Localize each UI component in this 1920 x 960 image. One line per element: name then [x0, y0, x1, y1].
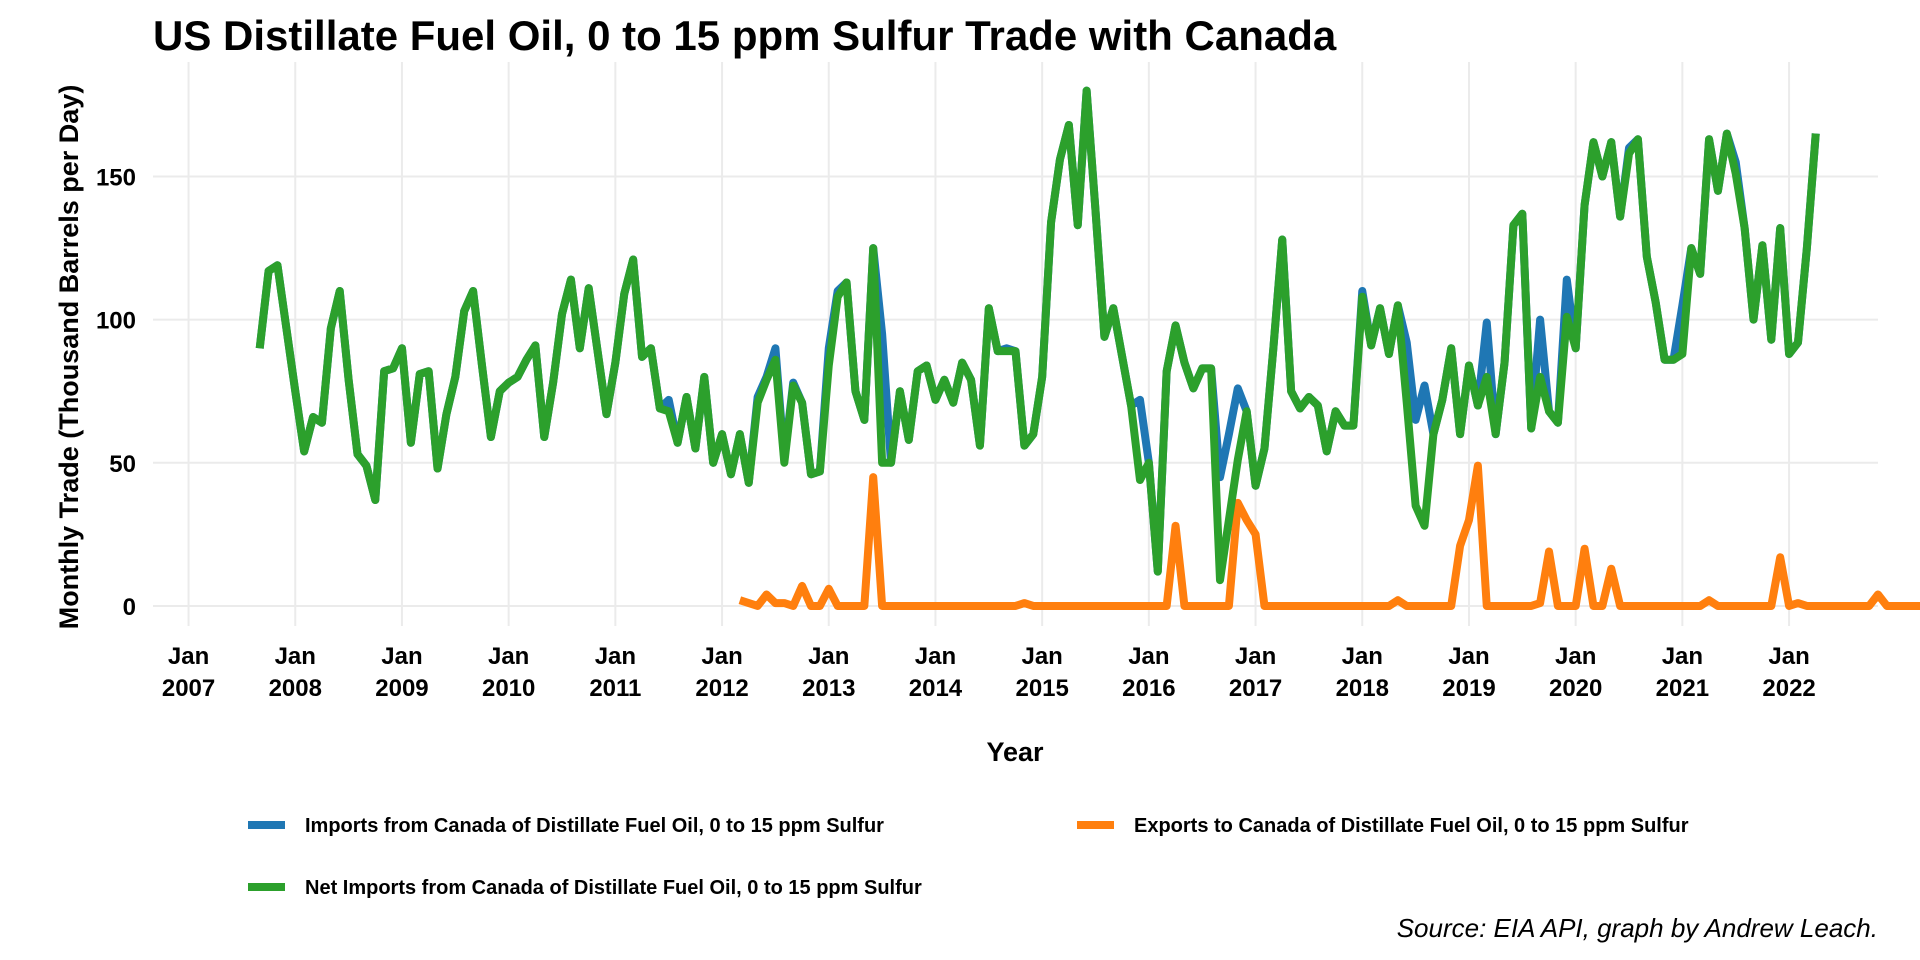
y-axis-title: Monthly Trade (Thousand Barrels per Day) — [54, 85, 84, 630]
plot-lines — [255, 86, 1920, 610]
gridlines — [153, 62, 1878, 626]
x-tick-label: Jan 2013 — [802, 643, 855, 702]
x-tick-label: Jan 2021 — [1656, 643, 1709, 702]
x-tick-label: Jan 2015 — [1015, 643, 1068, 702]
x-tick-label: Jan 2020 — [1549, 643, 1602, 702]
series-line-1 — [255, 86, 1820, 576]
x-axis-ticks: Jan 2007 Jan 2008 Jan 2009 Jan 2010 Jan 2011 Jan 20… — [162, 643, 1816, 702]
x-tick-label: Jan 2019 — [1442, 643, 1495, 702]
x-tick-label: Jan 2012 — [695, 643, 748, 702]
x-tick-label: Jan 2022 — [1762, 643, 1815, 702]
y-tick-label: 100 — [96, 308, 136, 335]
x-tick-label: Jan 2014 — [909, 643, 963, 702]
x-tick-label: Jan 2008 — [269, 643, 322, 702]
y-axis-ticks: 0 50 100 150 — [96, 165, 136, 621]
source-caption: Source: EIA API, graph by Andrew Leach. — [1397, 913, 1878, 943]
x-axis-title: Year — [986, 737, 1044, 767]
y-tick-label: 0 — [123, 594, 136, 621]
legend: Imports from Canada of Distillate Fuel O… — [248, 815, 1689, 899]
x-tick-label: Jan 2007 — [162, 643, 215, 702]
x-tick-label: Jan 2017 — [1229, 643, 1282, 702]
y-tick-label: 150 — [96, 165, 136, 192]
x-tick-label: Jan 2010 — [482, 643, 535, 702]
series-line-3 — [255, 86, 1820, 585]
series-line-2 — [738, 461, 1920, 610]
x-tick-label: Jan 2016 — [1122, 643, 1175, 702]
y-tick-label: 50 — [109, 451, 136, 478]
chart-title: US Distillate Fuel Oil, 0 to 15 ppm Sulf… — [153, 12, 1337, 59]
legend-label: Imports from Canada of Distillate Fuel O… — [305, 815, 884, 837]
legend-label: Exports to Canada of Distillate Fuel Oil… — [1134, 815, 1689, 837]
x-tick-label: Jan 2009 — [375, 643, 428, 702]
x-tick-label: Jan 2018 — [1336, 643, 1389, 702]
x-tick-label: Jan 2011 — [589, 643, 641, 702]
legend-label: Net Imports from Canada of Distillate Fu… — [305, 877, 922, 899]
